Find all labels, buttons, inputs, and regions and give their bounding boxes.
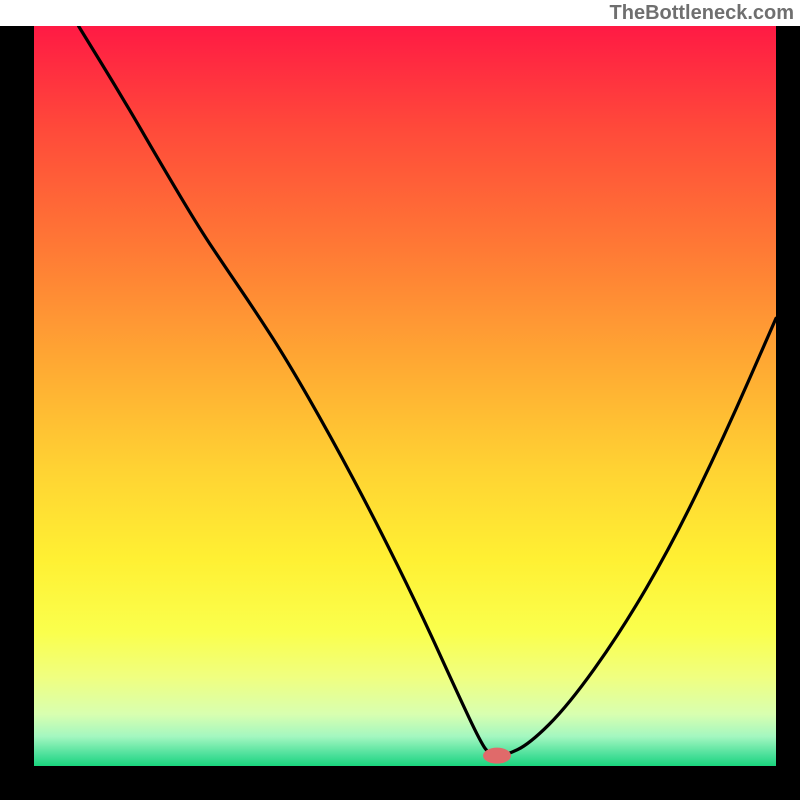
bottleneck-chart: TheBottleneck.com — [0, 0, 800, 800]
watermark-text: TheBottleneck.com — [610, 2, 794, 25]
valley-marker — [483, 748, 511, 764]
chart-svg — [0, 0, 800, 800]
